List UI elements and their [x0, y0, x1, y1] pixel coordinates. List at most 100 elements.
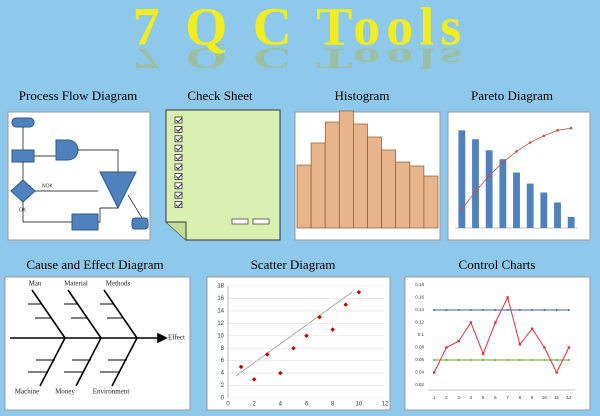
scatter-point — [343, 302, 349, 307]
limit-dot — [567, 359, 570, 361]
limit-dot — [469, 309, 472, 311]
limit-dot — [457, 359, 460, 361]
x-tick-label: 0 — [226, 402, 230, 408]
limit-dot — [518, 309, 521, 311]
pareto-bar — [567, 216, 575, 228]
checkmark — [175, 174, 183, 180]
tool-label: Control Charts — [459, 257, 536, 272]
x-tick-label: 2 — [252, 402, 256, 408]
effect-label: Effect — [168, 334, 185, 342]
control-line — [433, 296, 570, 374]
pareto-bar — [485, 150, 493, 228]
pareto-bar — [554, 202, 561, 228]
y-tick-label: 0.16 — [415, 295, 424, 300]
scatter-point — [278, 370, 283, 376]
y-tick-label: 6 — [221, 358, 225, 364]
checkbox — [174, 191, 183, 199]
control-point — [481, 352, 485, 355]
scatter-point — [251, 377, 257, 382]
pareto-bar — [472, 139, 479, 228]
x-tick-label: 6 — [494, 395, 497, 400]
hist-bar — [423, 175, 439, 229]
pareto-bar — [540, 192, 548, 228]
title: 7 Q C Tools — [133, 0, 468, 56]
limit-dot — [433, 359, 436, 361]
limit-dot — [494, 359, 497, 361]
cause-label: Methods — [106, 280, 131, 288]
control-point — [469, 321, 473, 324]
y-tick-label: 0.02 — [415, 382, 424, 387]
fishbone — [4, 276, 191, 411]
title-reflection-text: 7 Q C Tools — [133, 42, 468, 75]
limit-dot — [567, 309, 570, 311]
checkbox — [174, 154, 183, 162]
pareto-point — [515, 150, 518, 153]
trend-line — [235, 291, 353, 377]
title-reflection: 7 Q C Tools — [133, 42, 468, 75]
pareto-point — [474, 190, 477, 193]
x-tick-label: 11 — [554, 395, 559, 400]
limit-dot — [457, 309, 460, 311]
y-tick-label: 12 — [217, 321, 224, 327]
control-panel — [404, 276, 591, 411]
pareto-point — [569, 126, 573, 130]
checkbox — [174, 144, 183, 152]
x-tick-label: 3 — [457, 395, 460, 400]
checkbox — [174, 201, 183, 209]
checkmark — [175, 192, 183, 198]
y-tick-label: 14 — [217, 308, 224, 314]
x-tick-label: 4 — [279, 402, 283, 408]
x-tick-label: 12 — [382, 402, 389, 408]
x-tick-label: 12 — [566, 395, 572, 400]
tool-label: Check Sheet — [187, 88, 253, 103]
scatter-point — [317, 314, 322, 320]
pareto-point — [460, 207, 464, 211]
limit-dot — [555, 359, 558, 361]
limit-dot — [518, 359, 521, 361]
x-tick-label: 1 — [433, 395, 436, 400]
x-tick-label: 8 — [519, 395, 522, 400]
y-tick-label: 0 — [221, 396, 225, 402]
y-tick-label: 10 — [217, 333, 224, 339]
control-point — [457, 340, 460, 343]
tool-label: Scatter Diagram — [251, 257, 336, 272]
pareto-point — [487, 174, 491, 178]
control-point — [494, 321, 497, 324]
limit-dot — [433, 309, 436, 311]
cause-label: Environment — [93, 388, 130, 396]
flow-label: OK — [19, 207, 27, 213]
limit-dot — [555, 309, 558, 311]
tool-label: Pareto Diagram — [471, 88, 553, 103]
control-point — [530, 327, 534, 330]
limit-dot — [494, 309, 497, 311]
scatter-point — [304, 333, 309, 339]
tool-label: Cause and Effect Diagram — [26, 257, 163, 272]
limit-dot — [531, 359, 534, 361]
checkmark — [175, 155, 183, 161]
limit-dot — [445, 309, 448, 311]
y-tick-label: 0.08 — [415, 345, 424, 350]
y-tick-label: 18 — [217, 284, 224, 290]
pareto-point — [556, 129, 559, 132]
y-tick-label: 8 — [221, 346, 225, 352]
checkmark — [175, 117, 183, 123]
control-point — [543, 346, 546, 349]
control-point — [555, 371, 558, 374]
checkbox — [174, 172, 183, 180]
pareto-bar — [499, 159, 507, 228]
x-tick-label: 4 — [470, 395, 473, 400]
scatter-point — [330, 327, 335, 332]
limit-dot — [506, 309, 509, 311]
x-tick-label: 5 — [482, 395, 485, 400]
hist-bar — [338, 110, 354, 229]
y-tick-label: 0.18 — [415, 282, 424, 287]
cause-label: Man — [29, 280, 42, 288]
x-tick-label: 6 — [305, 402, 309, 408]
checkmark — [175, 136, 183, 142]
checkbox — [174, 116, 183, 124]
tool-label: Process Flow Diagram — [19, 88, 137, 103]
cause-label: Money — [55, 388, 75, 396]
cause-label: Material — [64, 280, 88, 288]
y-tick-label: 0.12 — [415, 320, 424, 325]
hist-bar — [310, 142, 326, 229]
